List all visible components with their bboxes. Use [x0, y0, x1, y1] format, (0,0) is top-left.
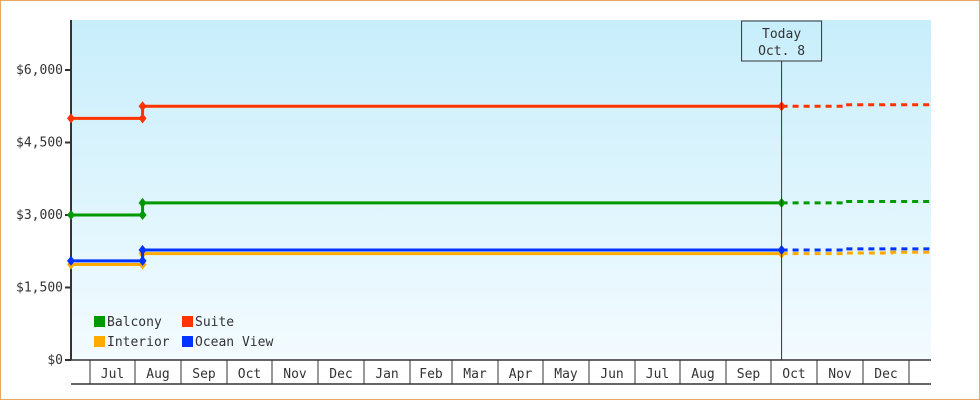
x-tick-label: Jul — [646, 367, 669, 382]
x-tick-label: Nov — [828, 367, 852, 382]
plot-background — [71, 20, 931, 360]
data-point-marker — [138, 245, 147, 256]
data-point-marker — [138, 255, 147, 266]
legend-swatch — [182, 316, 193, 327]
data-point-marker — [138, 113, 147, 124]
legend-item: Interior — [94, 335, 170, 350]
legend-label: Interior — [107, 335, 170, 350]
x-tick-label: Feb — [419, 367, 443, 382]
data-point-marker — [67, 255, 75, 266]
x-tick-label: Dec — [874, 367, 897, 382]
y-tick-label: $0 — [47, 353, 63, 368]
x-tick-label: Dec — [329, 367, 352, 382]
x-tick-label: Apr — [509, 367, 533, 382]
x-tick-label: Jun — [600, 367, 623, 382]
legend-label: Ocean View — [195, 335, 273, 350]
legend: Balcony Suite Interior Ocean View — [94, 315, 273, 350]
legend-label: Suite — [195, 315, 234, 330]
series-line — [71, 104, 782, 120]
x-tick-label: Nov — [283, 367, 307, 382]
today-date: Oct. 8 — [758, 44, 805, 59]
legend-swatch — [94, 336, 105, 347]
legend-swatch — [94, 316, 105, 327]
y-tick-label: $3,000 — [16, 208, 63, 223]
x-tick-label: May — [554, 367, 578, 382]
data-point-marker — [67, 113, 75, 124]
series-balcony — [67, 197, 930, 220]
legend-label: Balcony — [107, 315, 162, 330]
today-label: Today — [762, 27, 801, 42]
y-tick-label: $6,000 — [16, 63, 63, 78]
legend-item: Ocean View — [182, 335, 273, 350]
x-tick-label: Aug — [691, 367, 714, 382]
x-tick-label: Aug — [146, 367, 169, 382]
legend-item: Suite — [182, 315, 234, 330]
today-box — [741, 20, 823, 62]
series-line — [71, 201, 782, 217]
y-tick-label: $1,500 — [16, 281, 63, 296]
data-point-marker — [138, 197, 147, 208]
series-line — [71, 248, 782, 263]
x-tick-label: Oct — [238, 367, 261, 382]
x-tick-label: Jul — [101, 367, 124, 382]
data-point-marker — [138, 101, 147, 112]
data-point-marker — [138, 210, 147, 220]
x-tick-label: Jan — [375, 367, 398, 382]
x-tick-label: Sep — [737, 367, 761, 382]
data-point-marker — [67, 210, 75, 220]
x-tick-label: Mar — [463, 367, 487, 382]
x-tick-label: Sep — [192, 367, 216, 382]
legend-item: Balcony — [94, 315, 162, 330]
y-tick-label: $4,500 — [16, 136, 63, 151]
x-tick-label: Oct — [782, 367, 805, 382]
legend-swatch — [182, 336, 193, 347]
series-ocean-view — [67, 245, 930, 266]
